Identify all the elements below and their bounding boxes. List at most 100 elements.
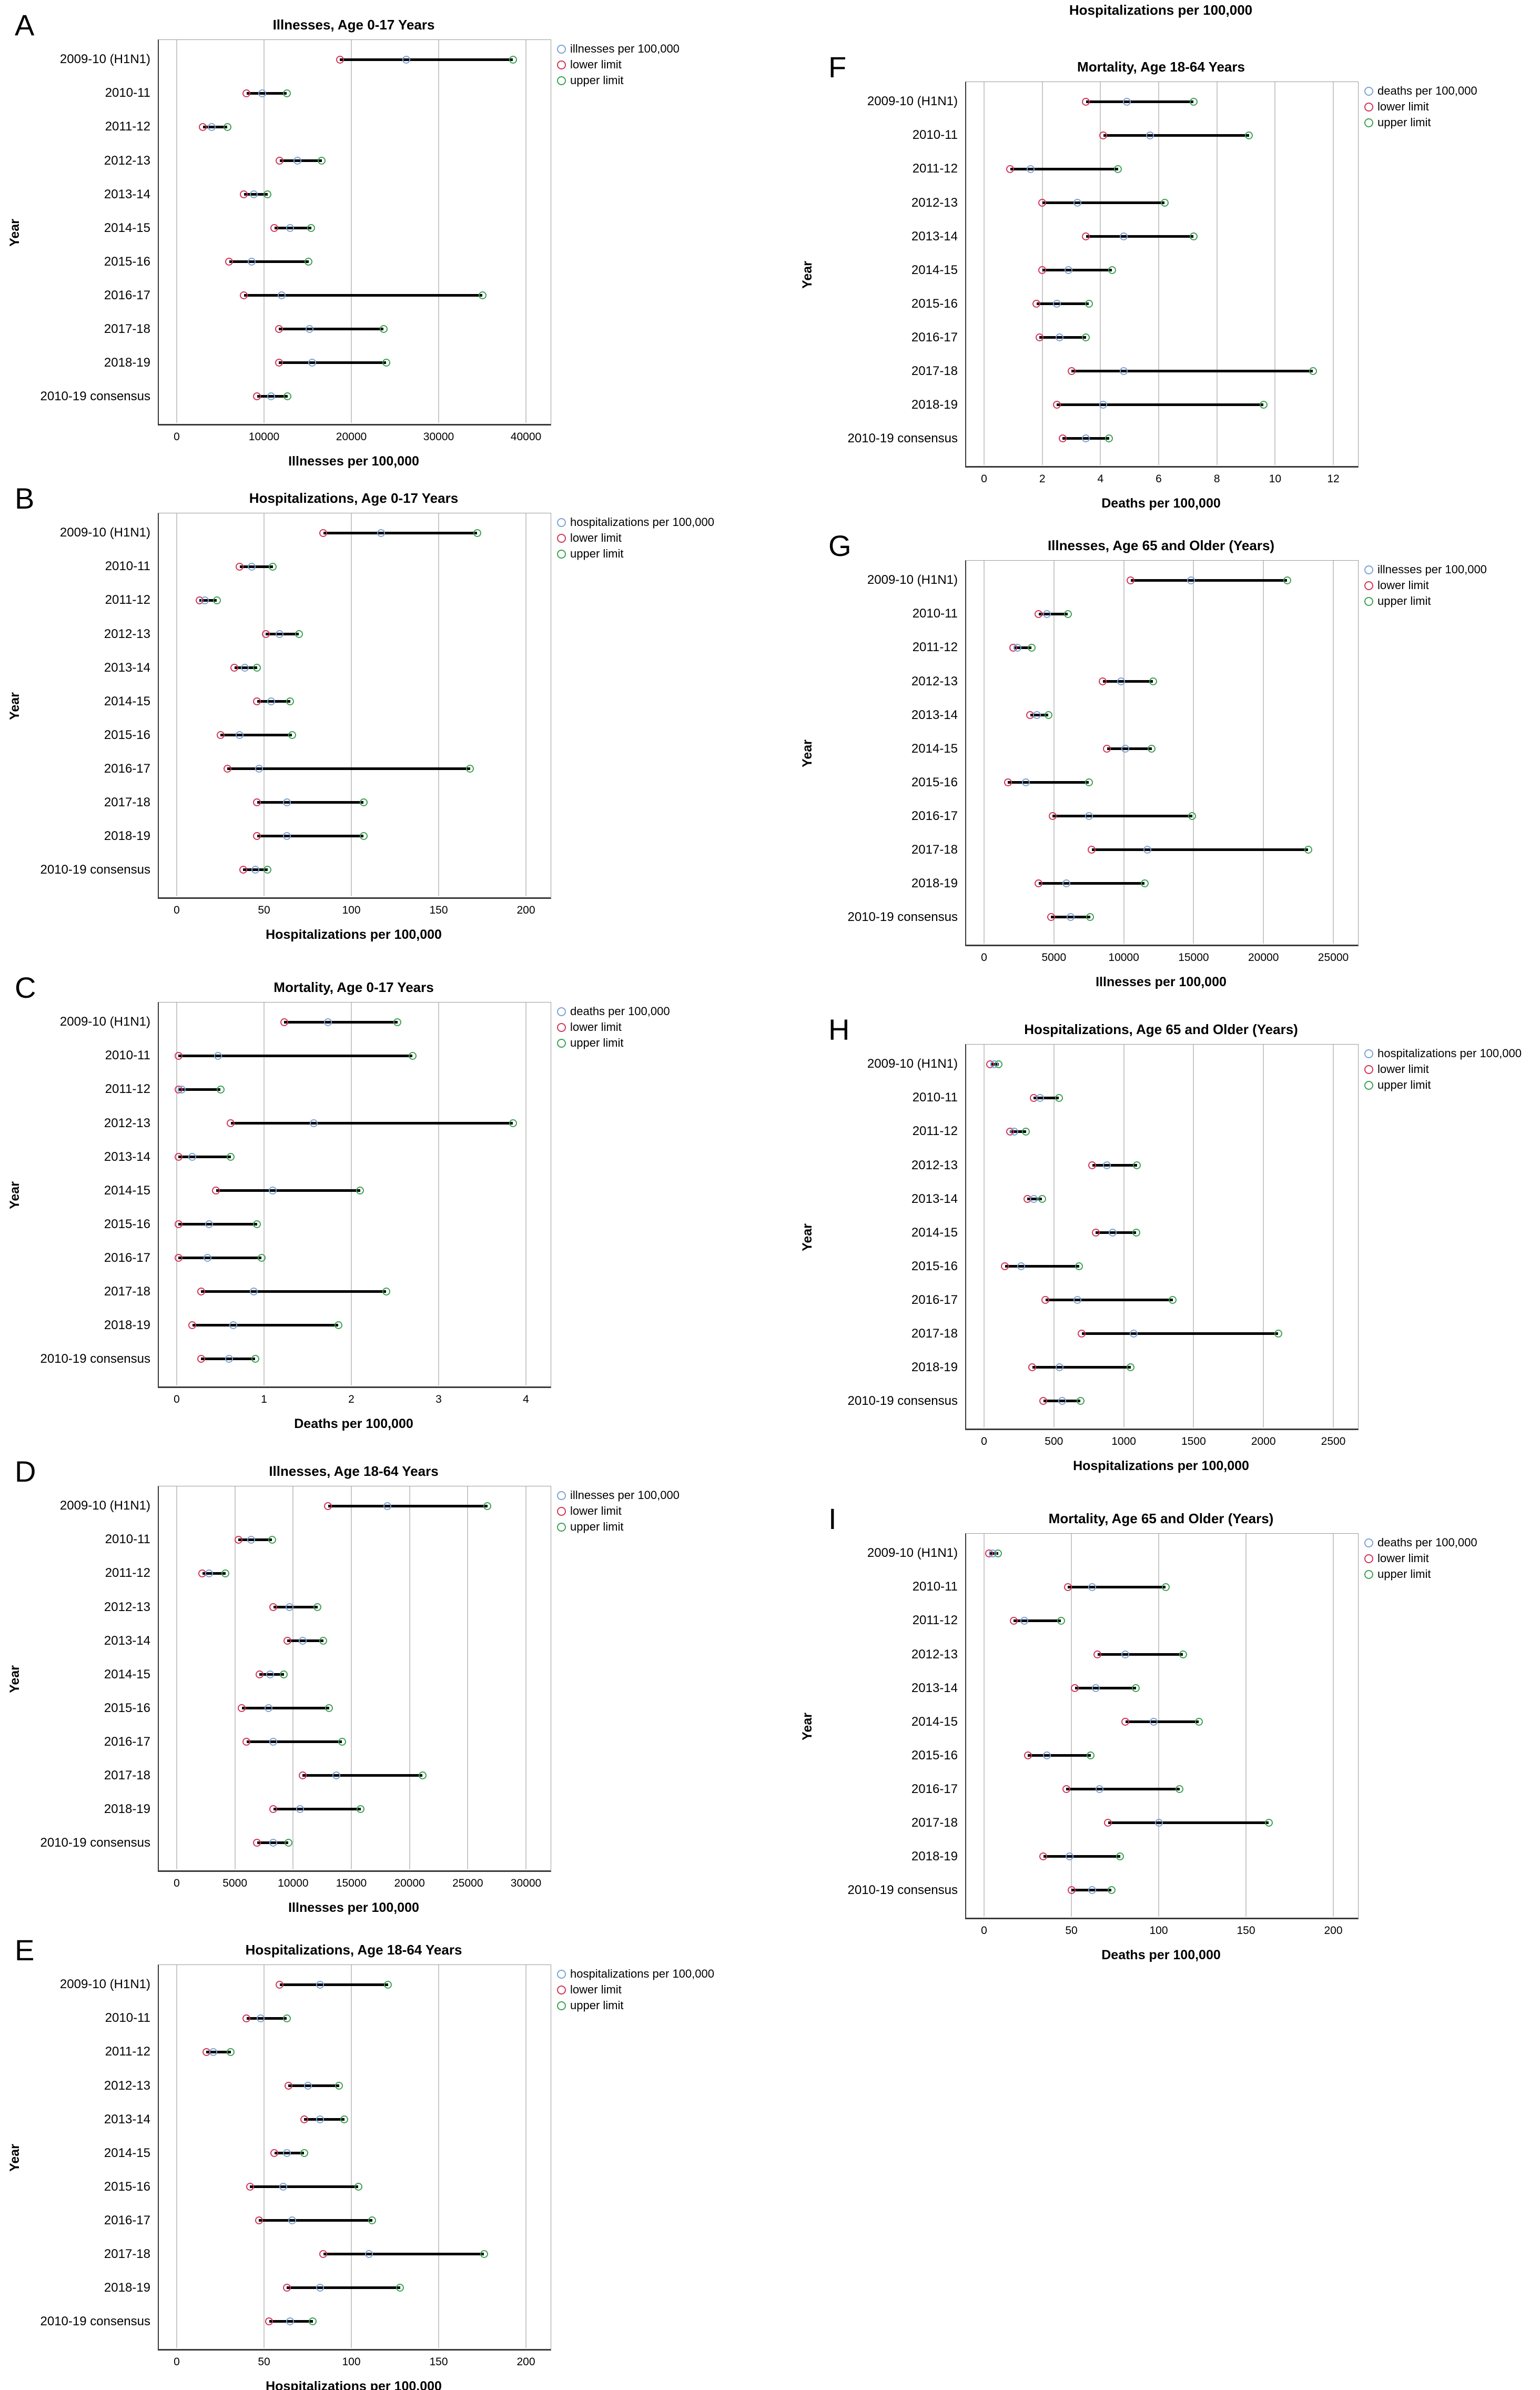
- estimate-marker: [1103, 1161, 1111, 1170]
- category-label: 2014-15: [104, 220, 150, 235]
- estimate-marker: [188, 1153, 197, 1161]
- lower-marker: [1035, 610, 1043, 618]
- range-line: [279, 361, 387, 364]
- category-label: 2014-15: [911, 741, 958, 756]
- y-axis-title: Year: [7, 692, 22, 720]
- range-line: [220, 734, 292, 737]
- category-label: 2010-19 consensus: [40, 2314, 150, 2328]
- gridline: [176, 40, 177, 423]
- legend-item: deaths per 100,000: [1364, 83, 1477, 99]
- lower-marker: [1052, 401, 1061, 409]
- range-line: [1034, 1096, 1059, 1099]
- lower-marker: [1006, 165, 1015, 173]
- legend: deaths per 100,000 lower limit upper limit: [1364, 83, 1477, 130]
- estimate-marker: [303, 2082, 312, 2090]
- estimate-marker: [989, 1549, 997, 1557]
- gridline: [438, 513, 439, 896]
- range-line: [1010, 167, 1118, 170]
- series-circle-icon: [1364, 1049, 1373, 1058]
- legend-item: upper limit: [1364, 115, 1477, 130]
- legend-item: upper limit: [1364, 593, 1487, 609]
- category-label: 2010-11: [912, 128, 958, 143]
- legend-item: lower limit: [1364, 578, 1487, 593]
- range-line: [1091, 848, 1309, 852]
- panel-D: D Illnesses, Age 18-64 Years 0 5000 10000 150…: [0, 1457, 770, 1920]
- lower-marker: [234, 1535, 242, 1544]
- upper-marker: [1132, 1684, 1140, 1693]
- lower-marker: [1038, 266, 1047, 275]
- lower-marker: [199, 123, 207, 131]
- category-label: 2013-14: [104, 2112, 150, 2126]
- upper-marker: [251, 1355, 259, 1363]
- upper-marker: [1105, 434, 1113, 443]
- legend-item: illnesses per 100,000: [557, 1487, 680, 1503]
- legend-item: hospitalizations per 100,000: [1364, 1046, 1522, 1061]
- estimate-marker: [248, 258, 256, 266]
- estimate-marker: [1020, 1616, 1028, 1625]
- estimate-marker: [402, 55, 411, 64]
- legend-label: illnesses per 100,000: [1377, 563, 1487, 576]
- estimate-marker: [1033, 711, 1041, 720]
- y-axis-title: Year: [7, 219, 22, 247]
- upper-limit-circle-icon: [1364, 118, 1373, 127]
- series-circle-icon: [557, 1007, 566, 1016]
- estimate-marker: [1088, 1583, 1097, 1591]
- range-line: [1036, 302, 1089, 306]
- range-line: [241, 1707, 329, 1710]
- gridline: [525, 40, 526, 423]
- legend-item: lower limit: [557, 1503, 680, 1519]
- upper-marker: [338, 1738, 346, 1746]
- category-label: 2009-10 (H1N1): [867, 1546, 958, 1561]
- lower-marker: [239, 866, 247, 874]
- legend-item: upper limit: [557, 1035, 670, 1051]
- lower-marker: [269, 1603, 278, 1612]
- upper-limit-circle-icon: [557, 76, 566, 85]
- x-axis-title: Hospitalizations per 100,000: [266, 2379, 442, 2390]
- range-line: [1086, 100, 1194, 103]
- upper-marker: [1259, 401, 1268, 409]
- upper-marker: [1087, 1751, 1095, 1760]
- upper-marker: [384, 1980, 392, 1989]
- legend-item: upper limit: [557, 546, 714, 562]
- legend-label: illnesses per 100,000: [570, 42, 680, 55]
- x-tick-label: 25000: [452, 1877, 483, 1889]
- lower-marker: [225, 258, 234, 266]
- upper-marker: [325, 1704, 333, 1713]
- panel-letter: A: [15, 8, 35, 42]
- estimate-marker: [1108, 1229, 1117, 1237]
- range-line: [246, 1740, 342, 1744]
- x-tick-label: 200: [516, 904, 535, 916]
- category-label: 2018-19: [911, 1360, 958, 1374]
- x-tick-label: 20000: [394, 1877, 425, 1889]
- category-label: 2012-13: [911, 674, 958, 688]
- lower-marker: [242, 89, 251, 97]
- legend-item: lower limit: [557, 1982, 714, 1998]
- gridline: [1333, 82, 1334, 465]
- gridline: [1158, 82, 1159, 465]
- legend-label: lower limit: [1377, 1552, 1429, 1565]
- legend-label: upper limit: [570, 74, 624, 87]
- lower-marker: [238, 1704, 246, 1713]
- x-tick-label: 1500: [1181, 1435, 1206, 1447]
- category-label: 2015-16: [911, 1259, 958, 1273]
- upper-marker: [356, 1187, 364, 1195]
- upper-marker: [354, 2183, 362, 2191]
- legend-label: hospitalizations per 100,000: [570, 515, 714, 529]
- x-tick-label: 0: [174, 2356, 180, 2368]
- category-label: 2009-10 (H1N1): [867, 573, 958, 588]
- upper-marker: [1148, 745, 1156, 753]
- plot-area: [158, 1002, 551, 1388]
- upper-marker: [253, 664, 261, 672]
- category-label: 2012-13: [104, 2078, 150, 2093]
- legend-label: upper limit: [570, 1036, 624, 1049]
- x-tick-label: 0: [981, 1925, 987, 1937]
- range-line: [279, 1983, 388, 1986]
- estimate-marker: [1043, 1751, 1051, 1760]
- lower-marker: [223, 765, 231, 773]
- lower-marker: [1028, 1363, 1037, 1372]
- upper-marker: [283, 392, 292, 401]
- legend-label: lower limit: [570, 1983, 622, 1996]
- upper-marker: [1116, 1852, 1124, 1861]
- lower-marker: [1121, 1718, 1130, 1726]
- category-label: 2012-13: [104, 1599, 150, 1614]
